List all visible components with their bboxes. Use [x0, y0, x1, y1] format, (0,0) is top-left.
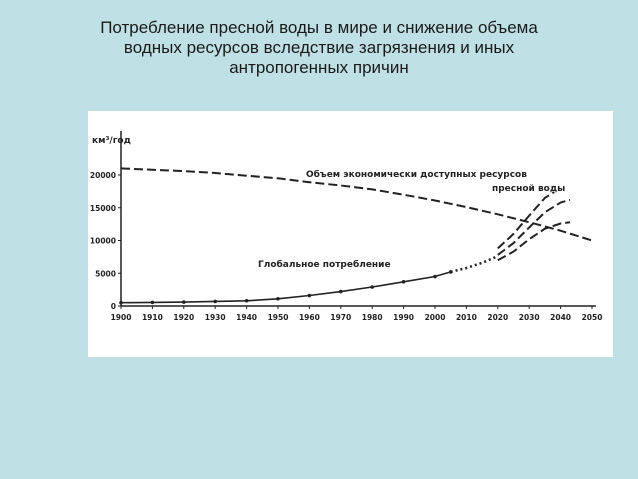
- chart-axes: 0 5000 10000 15000 20000 1900 1910 1920 1930 1940…: [90, 131, 603, 322]
- annotation-consumption: Глобальное потребление: [258, 259, 391, 270]
- x-tick-label: 1960: [299, 313, 320, 322]
- series-line-1: [120, 167, 593, 242]
- slide-title: Потребление пресной воды в мире и снижен…: [20, 18, 618, 78]
- y-axis-label: км³/год: [92, 136, 131, 146]
- data-point-2: [433, 274, 437, 279]
- x-tick-label: 2010: [456, 313, 477, 322]
- data-point-2: [244, 298, 249, 303]
- x-tick-label: 1940: [236, 313, 257, 322]
- series-line-5: [497, 198, 571, 256]
- water-chart: 0 5000 10000 15000 20000 1900 1910 1920 1930 1940…: [90, 131, 603, 322]
- series-line-6: [497, 221, 571, 262]
- data-point-2: [276, 296, 280, 301]
- data-point-2: [182, 300, 186, 304]
- chart-labels: км³/год Объем экономически доступных рес…: [92, 136, 565, 270]
- y-tick-label: 5000: [95, 269, 116, 278]
- x-tick-label: 2030: [519, 313, 540, 322]
- x-tick-label: 2020: [487, 313, 508, 322]
- slide-title-line-3: антропогенных причин: [229, 58, 409, 77]
- slide-title-line-2: водных ресурсов вследствие загрязнения и…: [123, 38, 515, 57]
- x-tick-label: 1930: [205, 313, 226, 322]
- y-tick-label: 10000: [90, 237, 116, 246]
- data-point-2: [339, 289, 343, 294]
- x-tick-label: 2050: [582, 313, 603, 322]
- data-point-2: [213, 299, 217, 304]
- y-tick-label: 15000: [90, 204, 116, 213]
- y-tick-label: 20000: [90, 171, 116, 180]
- x-tick-label: 1900: [111, 313, 132, 322]
- series-line-2: [120, 271, 451, 304]
- x-tick-label: 1950: [268, 313, 289, 322]
- annotation-resources-line-1: Объем экономически доступных ресурсов: [306, 169, 527, 180]
- data-point-2: [370, 285, 375, 289]
- x-tick-label: 1990: [393, 313, 414, 322]
- series-line-4: [497, 191, 555, 250]
- x-tick-label: 1920: [173, 313, 194, 322]
- data-point-2: [307, 293, 312, 298]
- x-tick-label: 1910: [142, 313, 163, 322]
- x-tick-label: 2000: [425, 313, 446, 322]
- annotation-resources-line-2: пресной воды: [492, 184, 565, 194]
- data-point-2: [401, 279, 406, 284]
- data-point-2: [119, 300, 123, 305]
- x-tick-label: 1980: [362, 313, 383, 322]
- slide-title-line-1: Потребление пресной воды в мире и снижен…: [100, 18, 538, 37]
- x-tick-label: 1970: [330, 313, 351, 322]
- series-line-3: [450, 255, 499, 274]
- chart-panel: 0 5000 10000 15000 20000 1900 1910 1920 1930 1940…: [88, 111, 613, 357]
- y-tick-label: 0: [111, 302, 116, 311]
- x-tick-label: 2040: [550, 313, 571, 322]
- data-point-2: [150, 300, 155, 305]
- chart-series: [119, 167, 593, 305]
